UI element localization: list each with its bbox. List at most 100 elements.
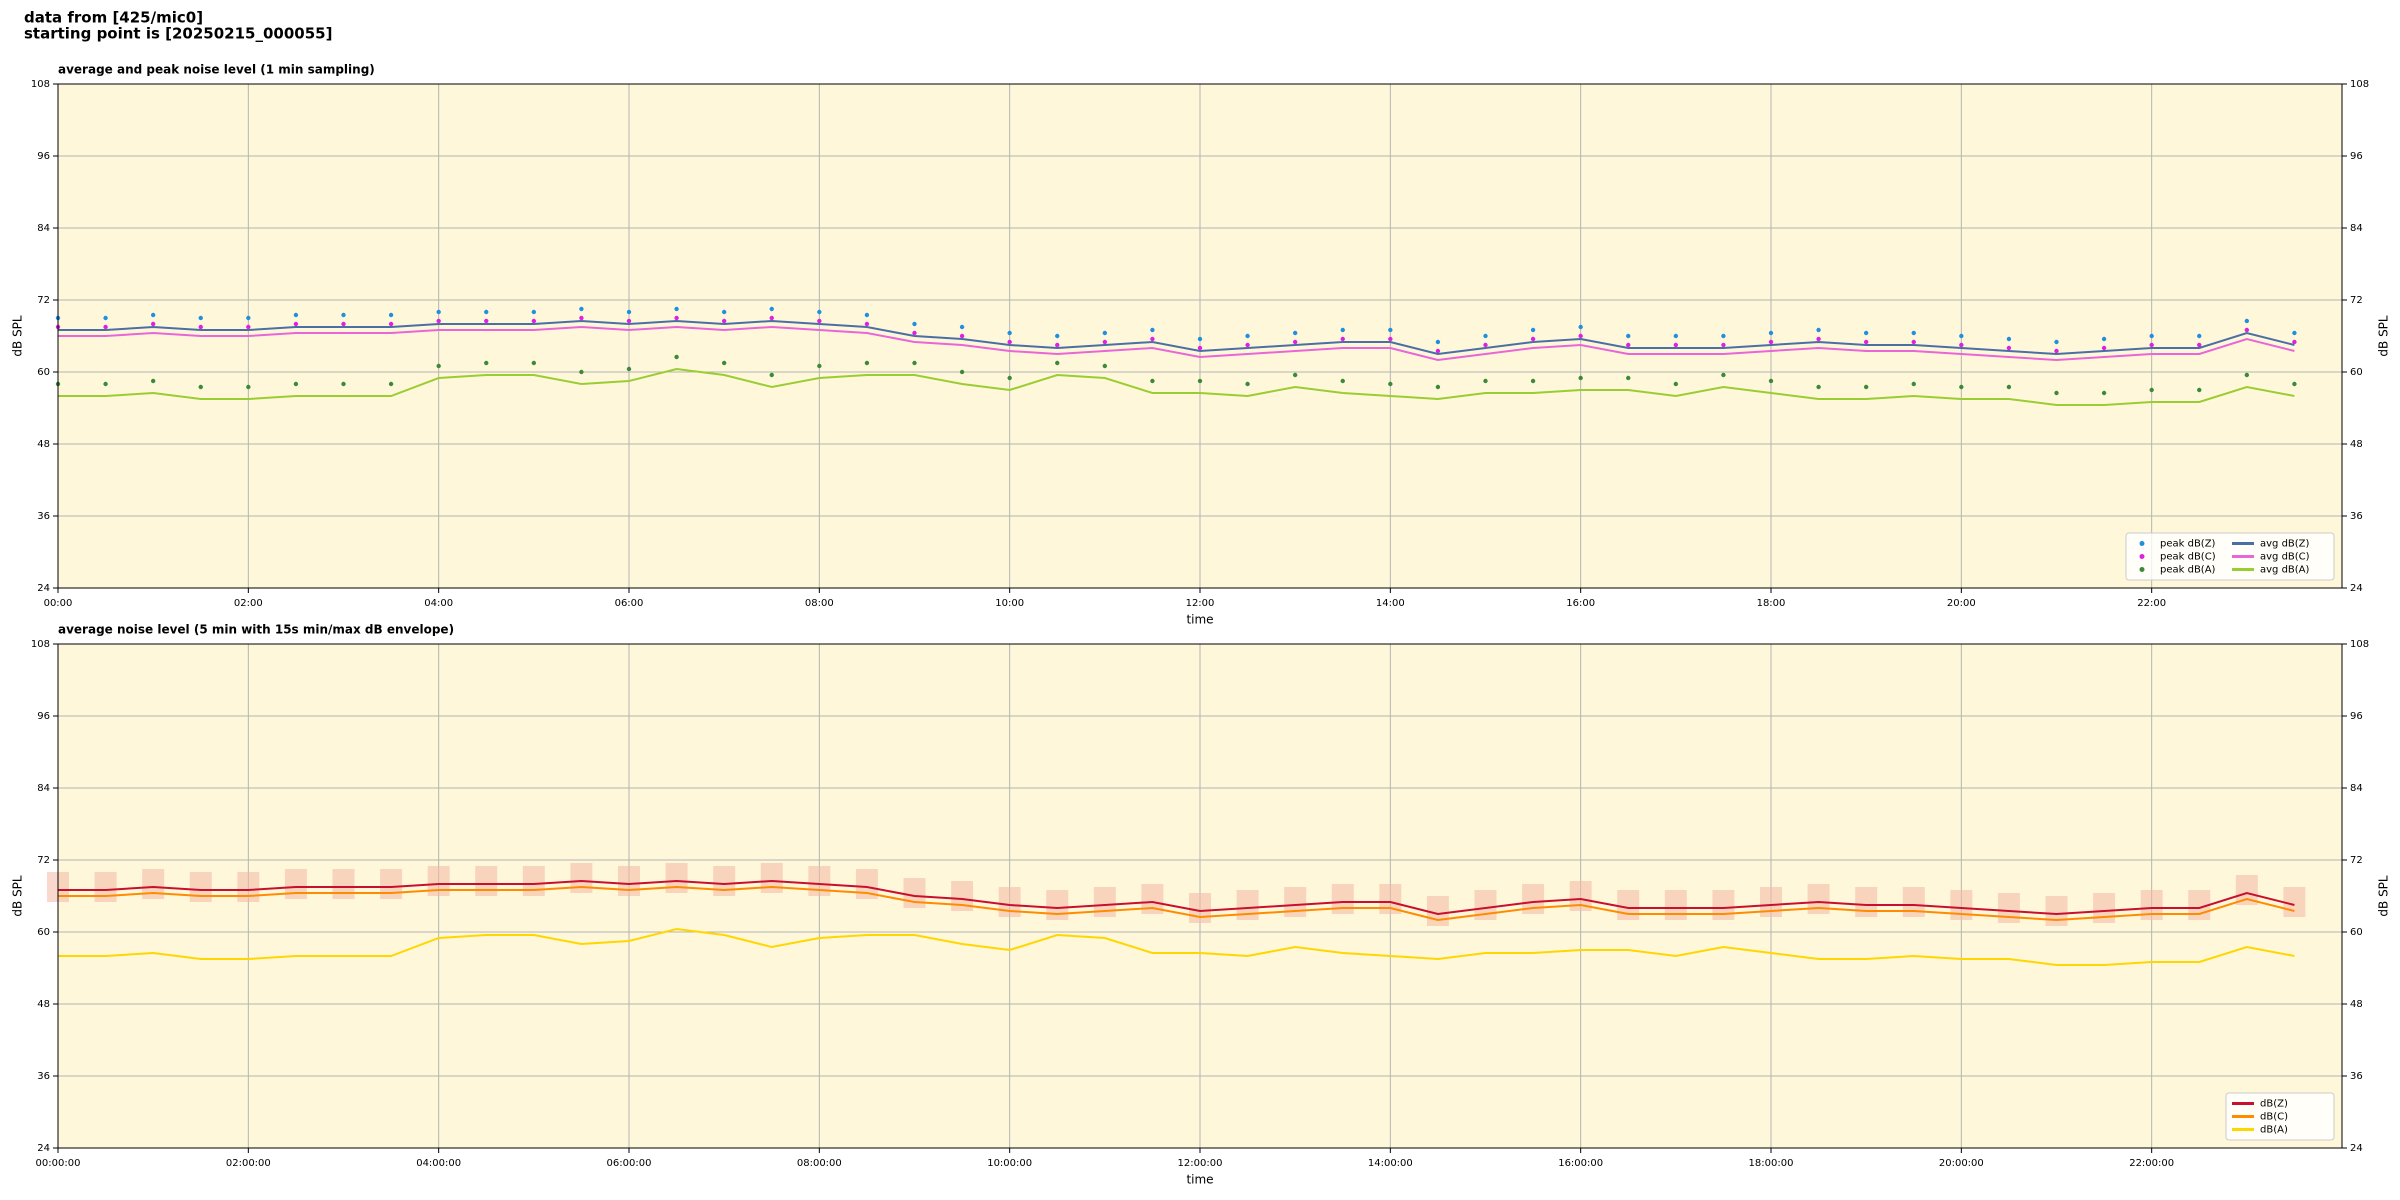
peak-point (2244, 318, 2250, 324)
y-tick-label: 60 (37, 367, 50, 378)
y-tick-label: 72 (37, 855, 50, 866)
peak-point (198, 384, 203, 390)
peak-point (1197, 378, 1203, 384)
peak-point (1292, 330, 1298, 336)
peak-point (2292, 339, 2297, 345)
peak-point (912, 321, 917, 327)
peak-point (436, 318, 441, 324)
peak-point (484, 360, 489, 366)
peak-point (1578, 375, 1583, 381)
peak-point (246, 324, 251, 330)
x-tick-label: 12:00:00 (1178, 1158, 1223, 1169)
x-tick-label: 18:00:00 (1749, 1158, 1794, 1169)
peak-point (1959, 333, 1964, 339)
peak-point (1768, 330, 1774, 336)
x-tick-label: 16:00 (1566, 598, 1595, 609)
peak-point (1150, 336, 1155, 342)
peak-point (1435, 339, 1441, 345)
peak-point (1721, 333, 1726, 339)
peak-point (293, 312, 299, 318)
legend-symbol (2139, 541, 2145, 546)
peak-point (2244, 327, 2250, 333)
peak-point (1245, 333, 1250, 339)
peak-point (674, 354, 679, 360)
x-tick-label: 08:00 (805, 598, 834, 609)
peak-point (959, 333, 965, 339)
peak-point (531, 318, 537, 324)
peak-point (2054, 348, 2059, 354)
legend-symbol (2139, 554, 2145, 559)
peak-point (626, 366, 632, 372)
peak-point (1102, 330, 1108, 336)
peak-point (864, 321, 870, 327)
series-line (58, 927, 2295, 966)
peak-point (626, 309, 632, 315)
peak-point (721, 309, 727, 315)
peak-point (2101, 390, 2107, 396)
peak-point (198, 324, 203, 330)
peak-point (2006, 384, 2012, 390)
y-tick-label: 96 (37, 151, 50, 162)
peak-point (388, 312, 394, 318)
peak-point (769, 315, 774, 321)
peak-point (579, 306, 584, 312)
peak-point (2054, 390, 2059, 396)
x-tick-label: 10:00:00 (987, 1158, 1032, 1169)
chart-title: average and peak noise level (1 min samp… (58, 63, 375, 77)
peak-point (579, 315, 584, 321)
y-tick-label: 48 (2350, 999, 2363, 1010)
peak-point (1102, 339, 1108, 345)
peak-point (1673, 381, 1679, 387)
y-tick-label: 108 (2350, 639, 2369, 650)
legend-label: avg dB(Z) (2260, 539, 2310, 550)
peak-point (1388, 336, 1393, 342)
x-tick-label: 08:00:00 (797, 1158, 842, 1169)
legend-label: dB(C) (2260, 1112, 2288, 1123)
peak-point (531, 309, 537, 315)
header-line: data from [425/mic0] (24, 9, 203, 27)
peak-point (246, 384, 251, 390)
peak-point (150, 378, 156, 384)
peak-point (817, 318, 822, 324)
peak-point (1340, 336, 1345, 342)
peak-point (1768, 339, 1774, 345)
x-tick-label: 18:00 (1757, 598, 1786, 609)
peak-point (341, 381, 346, 387)
y-tick-label: 72 (2350, 295, 2363, 306)
peak-point (579, 369, 584, 375)
y-tick-label: 60 (37, 927, 50, 938)
peak-point (959, 324, 965, 330)
x-axis-label: time (1186, 613, 1213, 627)
peak-point (817, 363, 822, 369)
peak-point (864, 312, 870, 318)
y-tick-label: 60 (2350, 927, 2363, 938)
peak-point (484, 309, 489, 315)
peak-point (246, 315, 251, 321)
x-tick-label: 00:00:00 (36, 1158, 81, 1169)
peak-point (1530, 336, 1536, 342)
peak-point (1245, 342, 1250, 348)
series-line (58, 879, 2295, 916)
peak-point (2101, 336, 2107, 342)
y-tick-label: 96 (37, 711, 50, 722)
peak-point (1530, 378, 1536, 384)
y-tick-label: 108 (2350, 79, 2369, 90)
peak-point (1388, 327, 1393, 333)
peak-point (1816, 327, 1821, 333)
peak-point (674, 306, 679, 312)
y-tick-label: 24 (37, 1143, 50, 1154)
peak-point (293, 321, 299, 327)
legend-box (2125, 532, 2335, 581)
peak-point (1578, 324, 1583, 330)
peak-point (2292, 330, 2297, 336)
header-line: starting point is [20250215_000055] (24, 25, 332, 43)
y-tick-label: 24 (37, 583, 50, 594)
y-axis-label: dB SPL (11, 315, 25, 357)
peak-point (1578, 333, 1583, 339)
series-line (58, 319, 2295, 356)
peak-point (388, 321, 394, 327)
y-tick-label: 84 (37, 223, 50, 234)
peak-point (1911, 339, 1916, 345)
y-tick-label: 96 (2350, 151, 2363, 162)
y-tick-label: 36 (2350, 511, 2363, 522)
